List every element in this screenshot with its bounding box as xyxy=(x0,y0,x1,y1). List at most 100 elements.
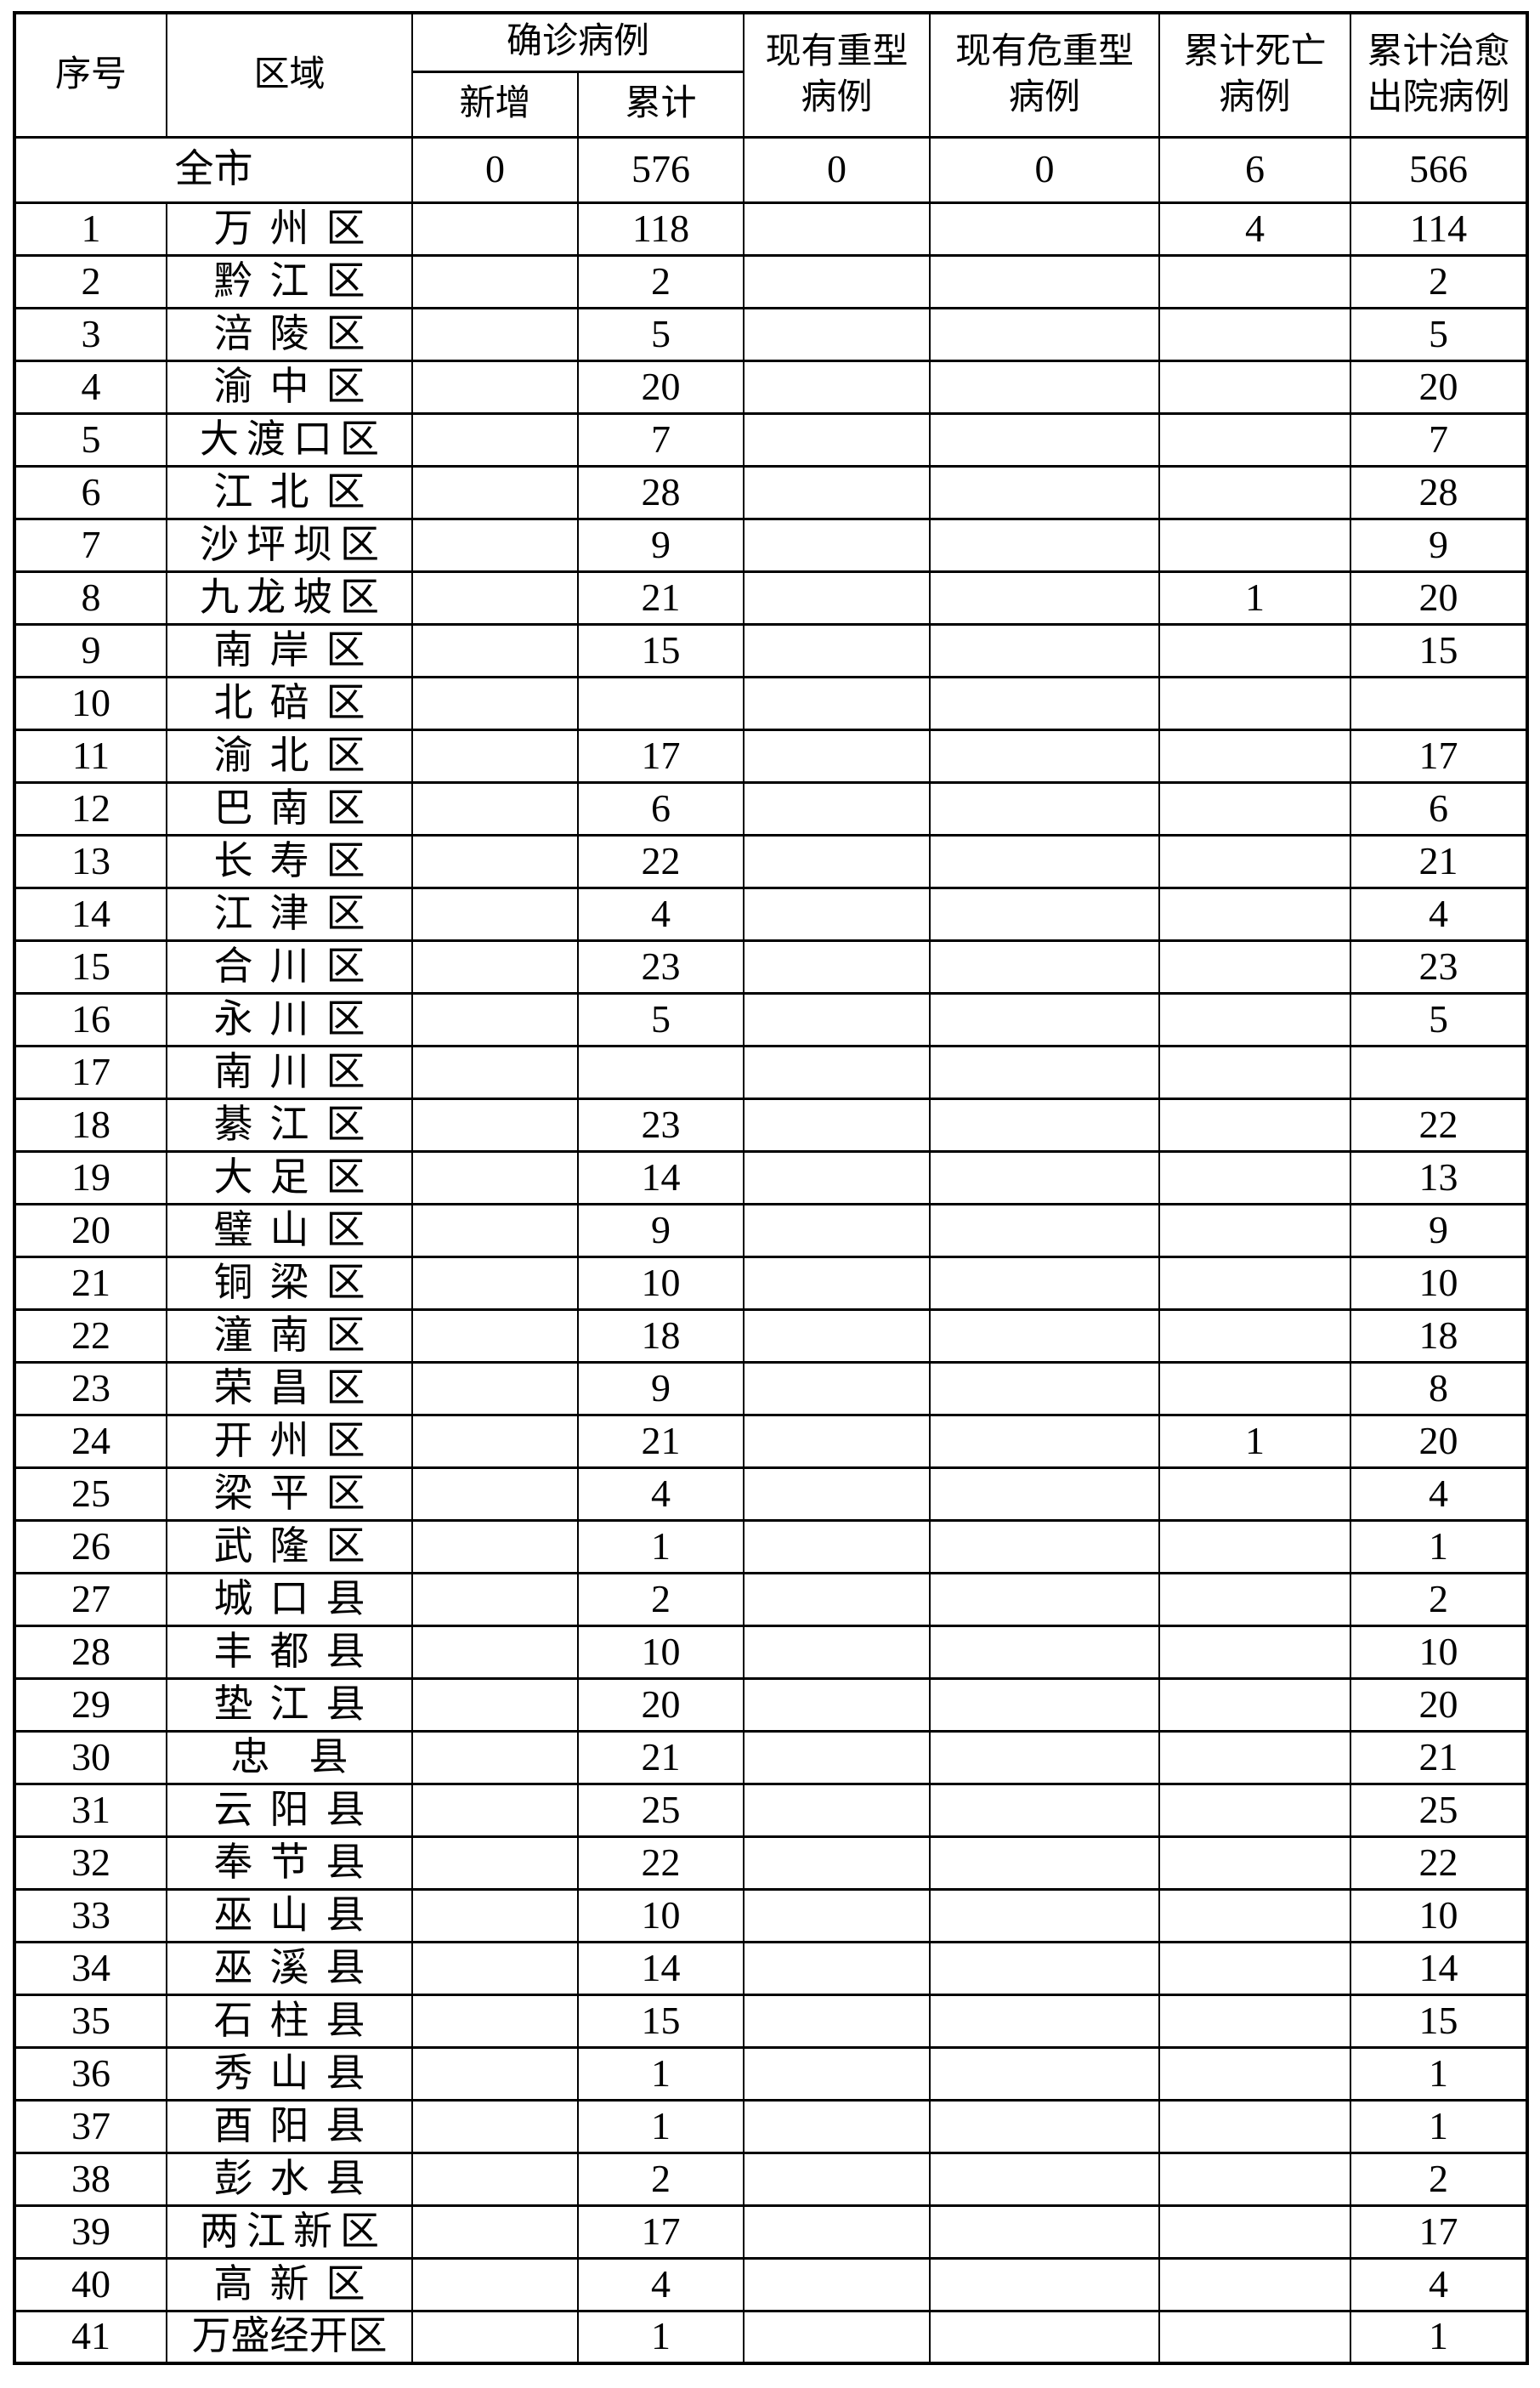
serial-cell: 19 xyxy=(14,1149,167,1205)
serial-cell: 21 xyxy=(14,1255,167,1311)
serial-cell: 32 xyxy=(14,1835,167,1891)
new-cases-cell xyxy=(411,1571,579,1627)
cured-cell: 4 xyxy=(1350,1466,1529,1522)
deaths-cell xyxy=(1158,1676,1352,1733)
header-cumulative-cases: 累计 xyxy=(576,70,745,139)
region-name: 两江新区 xyxy=(200,2209,387,2253)
serial-cell: 1 xyxy=(14,201,167,257)
region-name: 北碚区 xyxy=(213,680,382,724)
critical-cases-cell xyxy=(929,2151,1161,2207)
severe-cases-cell xyxy=(743,728,931,784)
table-row: 2 黔江区 2 2 xyxy=(14,253,1529,309)
severe-cases-cell xyxy=(743,780,931,837)
critical-cases-cell xyxy=(929,1835,1161,1891)
deaths-cell xyxy=(1158,1307,1352,1364)
covid-case-statistics-table: 序号 区域 确诊病例 现有重型 病例 现有危重型 病例 累计死亡 病例 累计治愈… xyxy=(13,11,1530,2365)
new-cases-cell xyxy=(411,728,579,784)
summary-new-cases-cell: 0 xyxy=(411,135,579,204)
deaths-cell xyxy=(1158,728,1352,784)
severe-cases-cell xyxy=(743,201,931,257)
table-row: 21 铜梁区 10 10 xyxy=(14,1255,1529,1311)
cured-cell: 10 xyxy=(1350,1887,1529,1943)
new-cases-cell xyxy=(411,2045,579,2102)
cumulative-cases-cell: 15 xyxy=(576,1993,745,2049)
new-cases-cell xyxy=(411,780,579,837)
severe-cases-cell xyxy=(743,1097,931,1153)
table-row: 11 渝北区 17 17 xyxy=(14,728,1529,784)
new-cases-cell xyxy=(411,991,579,1047)
table-row: 30 忠 县 21 21 xyxy=(14,1729,1529,1785)
region-name: 江津区 xyxy=(213,891,382,935)
region-name: 垫江县 xyxy=(213,1682,382,1726)
region-name: 荣昌区 xyxy=(213,1365,382,1410)
region-cell: 大渡口区 xyxy=(166,411,413,468)
cured-cell: 10 xyxy=(1350,1255,1529,1311)
region-cell: 南岸区 xyxy=(166,622,413,678)
severe-cases-cell xyxy=(743,1307,931,1364)
severe-cases-cell xyxy=(743,1044,931,1100)
deaths-cell xyxy=(1158,622,1352,678)
cured-cell: 5 xyxy=(1350,306,1529,362)
header-current-critical-line2: 病例 xyxy=(1009,78,1081,118)
new-cases-cell xyxy=(411,1149,579,1205)
serial-cell: 23 xyxy=(14,1360,167,1416)
table-row: 41 万盛经开区 1 1 xyxy=(14,2309,1529,2365)
critical-cases-cell xyxy=(929,1624,1161,1680)
region-name: 南岸区 xyxy=(213,627,382,672)
severe-cases-cell xyxy=(743,1676,931,1733)
summary-deaths-cell: 6 xyxy=(1158,135,1352,204)
table-row: 4 渝中区 20 20 xyxy=(14,359,1529,415)
deaths-cell xyxy=(1158,2204,1352,2260)
cured-cell: 1 xyxy=(1350,2045,1529,2102)
region-cell: 城口县 xyxy=(166,1571,413,1627)
serial-cell: 22 xyxy=(14,1307,167,1364)
region-name: 开州区 xyxy=(213,1418,382,1462)
new-cases-cell xyxy=(411,1624,579,1680)
table-header: 序号 区域 确诊病例 现有重型 病例 现有危重型 病例 累计死亡 病例 累计治愈… xyxy=(14,11,1529,139)
region-name: 彭水县 xyxy=(213,2156,382,2200)
table-row: 5 大渡口区 7 7 xyxy=(14,411,1529,468)
critical-cases-cell xyxy=(929,780,1161,837)
table-row: 1 万州区 118 4 114 xyxy=(14,201,1529,257)
cured-cell: 23 xyxy=(1350,939,1529,995)
summary-cumulative-cases-cell: 576 xyxy=(576,135,745,204)
cumulative-cases-cell: 9 xyxy=(576,1202,745,1258)
deaths-cell xyxy=(1158,517,1352,573)
deaths-cell xyxy=(1158,1044,1352,1100)
summary-cured-cell: 566 xyxy=(1350,135,1529,204)
severe-cases-cell xyxy=(743,1518,931,1574)
cured-cell: 20 xyxy=(1350,570,1529,626)
new-cases-cell xyxy=(411,1729,579,1785)
table-row: 24 开州区 21 1 20 xyxy=(14,1413,1529,1469)
new-cases-cell xyxy=(411,886,579,942)
new-cases-cell xyxy=(411,2204,579,2260)
critical-cases-cell xyxy=(929,1307,1161,1364)
region-cell: 石柱县 xyxy=(166,1993,413,2049)
deaths-cell xyxy=(1158,1518,1352,1574)
serial-cell: 27 xyxy=(14,1571,167,1627)
deaths-cell: 4 xyxy=(1158,201,1352,257)
severe-cases-cell xyxy=(743,464,931,520)
cumulative-cases-cell: 18 xyxy=(576,1307,745,1364)
region-name: 黔江区 xyxy=(213,258,382,303)
cured-cell xyxy=(1350,675,1529,731)
region-cell: 江北区 xyxy=(166,464,413,520)
cumulative-cases-cell: 28 xyxy=(576,464,745,520)
critical-cases-cell xyxy=(929,464,1161,520)
new-cases-cell xyxy=(411,1360,579,1416)
critical-cases-cell xyxy=(929,1518,1161,1574)
cured-cell: 7 xyxy=(1350,411,1529,468)
deaths-cell xyxy=(1158,833,1352,889)
region-cell: 高新区 xyxy=(166,2256,413,2312)
severe-cases-cell xyxy=(743,1835,931,1891)
region-cell: 彭水县 xyxy=(166,2151,413,2207)
cured-cell: 14 xyxy=(1350,1940,1529,1996)
region-cell: 巫山县 xyxy=(166,1887,413,1943)
region-name: 沙坪坝区 xyxy=(200,522,387,566)
severe-cases-cell xyxy=(743,411,931,468)
new-cases-cell xyxy=(411,1255,579,1311)
region-cell: 九龙坡区 xyxy=(166,570,413,626)
cumulative-cases-cell: 7 xyxy=(576,411,745,468)
cured-cell: 20 xyxy=(1350,1676,1529,1733)
summary-severe-cases-cell: 0 xyxy=(743,135,931,204)
